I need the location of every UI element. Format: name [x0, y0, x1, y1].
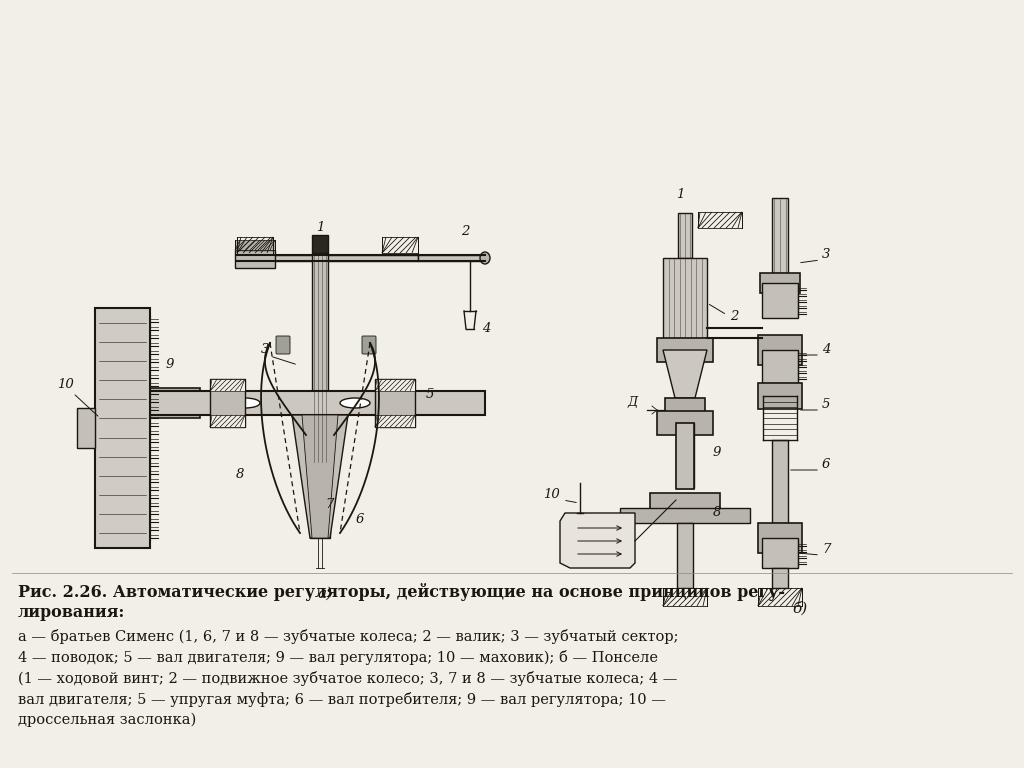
- Bar: [210, 379, 245, 391]
- Text: 1: 1: [315, 221, 325, 234]
- FancyBboxPatch shape: [276, 336, 290, 354]
- Bar: [698, 212, 742, 228]
- Bar: [95, 308, 150, 548]
- Bar: [677, 523, 693, 588]
- Text: 9: 9: [166, 358, 174, 371]
- Bar: [760, 273, 800, 293]
- Bar: [382, 237, 418, 253]
- Text: а — братьев Сименс (1, 6, 7 и 8 — зубчатые колеса; 2 — валик; 3 — зубчатый секто: а — братьев Сименс (1, 6, 7 и 8 — зубчат…: [18, 629, 679, 644]
- Bar: [77, 408, 95, 448]
- Text: 1: 1: [676, 188, 684, 201]
- Bar: [306, 435, 334, 471]
- Ellipse shape: [230, 398, 260, 408]
- Text: 8: 8: [236, 468, 244, 481]
- Bar: [312, 235, 328, 253]
- Bar: [145, 391, 485, 415]
- Polygon shape: [560, 513, 635, 568]
- Text: 10: 10: [56, 378, 74, 391]
- Polygon shape: [292, 415, 348, 538]
- Text: 8: 8: [713, 506, 721, 519]
- Ellipse shape: [340, 398, 370, 408]
- Bar: [663, 588, 707, 606]
- Bar: [657, 411, 713, 435]
- Text: 4 — поводок; 5 — вал двигателя; 9 — вал регулятора; 10 — маховик); б — Понселе: 4 — поводок; 5 — вал двигателя; 9 — вал …: [18, 650, 658, 665]
- Bar: [650, 493, 720, 523]
- Bar: [234, 250, 275, 268]
- Bar: [234, 240, 275, 250]
- Text: Рис. 2.26. Автоматические регуляторы, действующие на основе принципов регу-: Рис. 2.26. Автоматические регуляторы, де…: [18, 583, 785, 601]
- Text: б): б): [793, 601, 808, 616]
- Text: 6: 6: [822, 458, 830, 471]
- Text: 2: 2: [461, 225, 469, 238]
- Text: вал двигателя; 5 — упругая муфта; 6 — вал потребителя; 9 — вал регулятора; 10 —: вал двигателя; 5 — упругая муфта; 6 — ва…: [18, 692, 666, 707]
- Bar: [140, 388, 200, 418]
- Bar: [676, 423, 694, 488]
- Bar: [772, 568, 788, 588]
- Bar: [758, 335, 802, 365]
- Bar: [210, 379, 245, 427]
- Text: 10: 10: [544, 488, 560, 501]
- Text: (1 — ходовой винт; 2 — подвижное зубчатое колесо; 3, 7 и 8 — зубчатые колеса; 4 : (1 — ходовой винт; 2 — подвижное зубчато…: [18, 671, 677, 686]
- Bar: [772, 440, 788, 523]
- Polygon shape: [302, 415, 338, 538]
- Bar: [762, 538, 798, 568]
- Bar: [657, 338, 713, 362]
- Polygon shape: [663, 350, 707, 398]
- Text: Д: Д: [628, 396, 638, 409]
- Text: 5: 5: [822, 398, 830, 411]
- Bar: [758, 588, 802, 606]
- Text: 4: 4: [822, 343, 830, 356]
- Text: 9: 9: [713, 446, 721, 459]
- Bar: [762, 283, 798, 318]
- Ellipse shape: [480, 252, 490, 264]
- Bar: [678, 213, 692, 258]
- Text: дроссельная заслонка): дроссельная заслонка): [18, 713, 197, 727]
- Bar: [758, 383, 802, 409]
- Text: 3: 3: [822, 248, 830, 261]
- Bar: [762, 350, 798, 383]
- Bar: [375, 379, 415, 391]
- Bar: [665, 398, 705, 424]
- Text: лирования:: лирования:: [18, 604, 125, 621]
- Text: 4: 4: [482, 323, 490, 336]
- Text: 3: 3: [261, 343, 269, 356]
- Text: а): а): [317, 587, 333, 601]
- Bar: [210, 415, 245, 427]
- Text: 2: 2: [730, 310, 738, 323]
- Bar: [663, 258, 707, 338]
- Bar: [772, 198, 788, 273]
- Text: 6: 6: [355, 513, 365, 526]
- Bar: [175, 391, 215, 415]
- Text: 5: 5: [426, 388, 434, 401]
- Bar: [676, 423, 694, 489]
- Bar: [312, 253, 328, 463]
- Bar: [375, 415, 415, 427]
- Bar: [620, 508, 750, 523]
- Bar: [237, 237, 273, 253]
- FancyBboxPatch shape: [362, 336, 376, 354]
- Bar: [418, 255, 485, 261]
- Text: 7: 7: [326, 498, 334, 511]
- Bar: [310, 508, 330, 538]
- Bar: [758, 523, 802, 553]
- Text: 7: 7: [822, 543, 830, 556]
- Bar: [375, 379, 415, 427]
- Bar: [237, 255, 418, 261]
